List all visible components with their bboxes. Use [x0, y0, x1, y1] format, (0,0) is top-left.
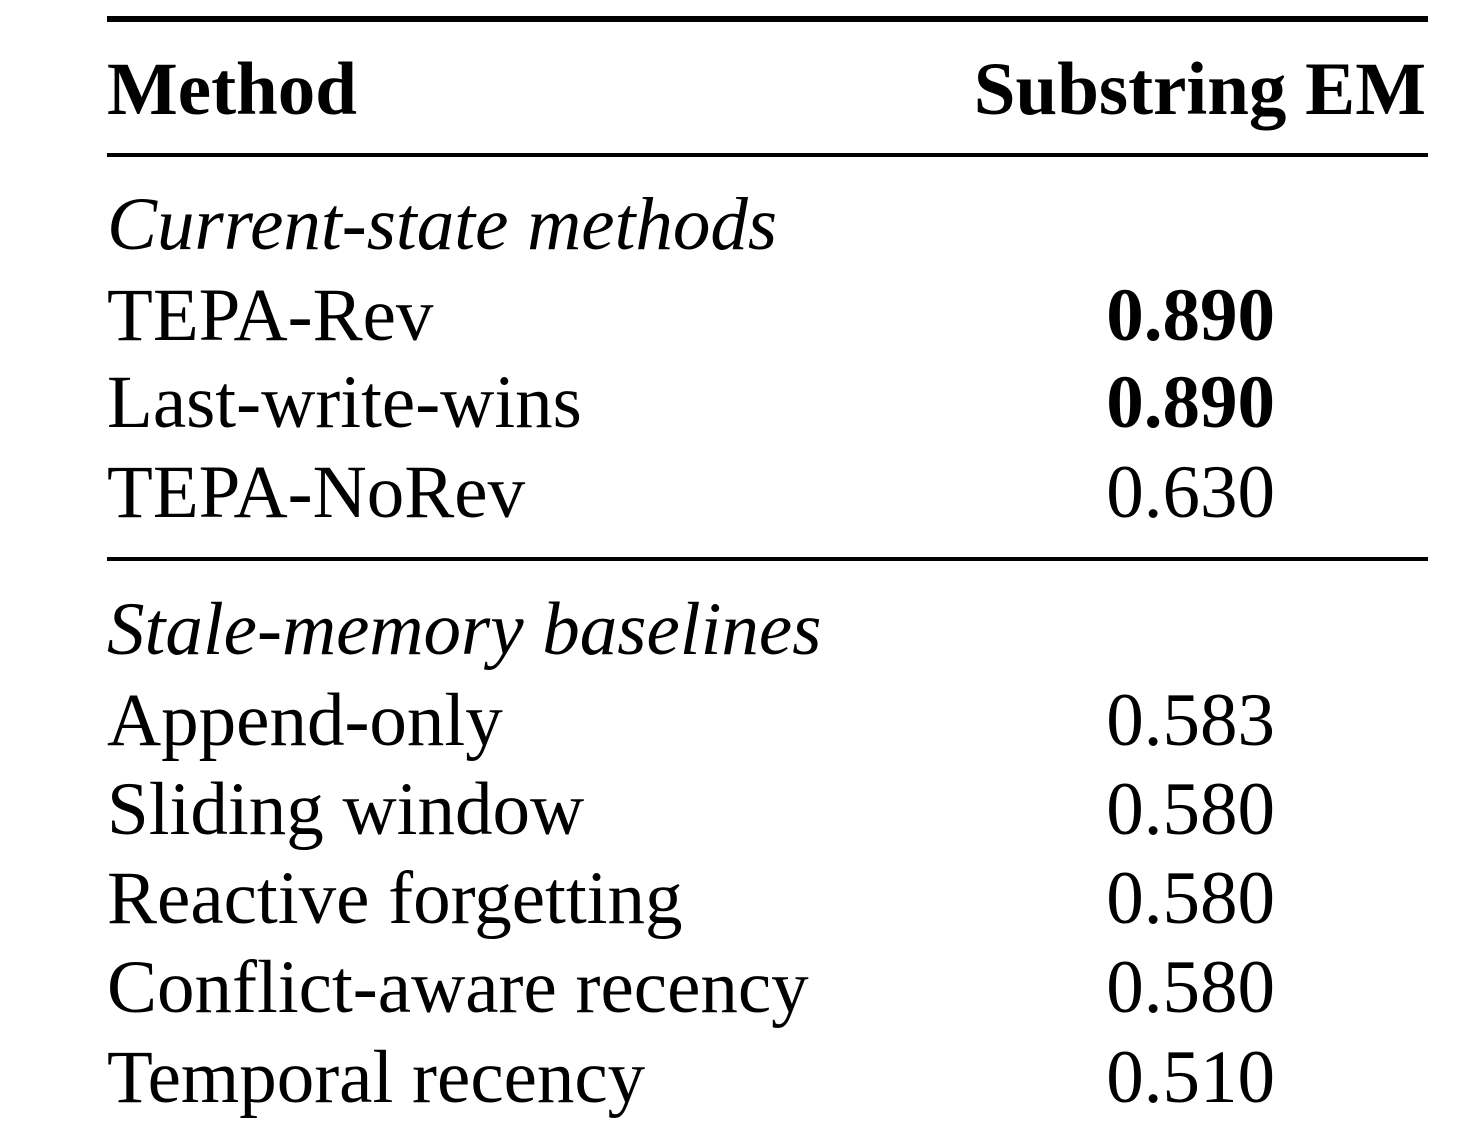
- top-rule: [107, 16, 1428, 22]
- table-row-method: Last-write-wins: [107, 361, 582, 444]
- table-row-score: 0.890: [1106, 274, 1275, 357]
- table-row-method: TEPA-Rev: [107, 274, 434, 357]
- table-row-score: 0.630: [1106, 451, 1275, 534]
- header-score: Substring EM: [973, 48, 1426, 131]
- section-rule: [107, 557, 1428, 561]
- table-row-method: Append-only: [107, 679, 503, 762]
- table-row-method: Sliding window: [107, 768, 585, 851]
- table-row-method: Conflict-aware recency: [107, 946, 809, 1029]
- header-rule: [107, 153, 1428, 157]
- section-title-stale: Stale-memory baselines: [107, 588, 822, 671]
- table-row-score: 0.580: [1106, 857, 1275, 940]
- table-row-method: Reactive forgetting: [107, 857, 683, 940]
- table-row-score: 0.510: [1106, 1036, 1275, 1119]
- table-row-score: 0.580: [1106, 946, 1275, 1029]
- table-row-method: Temporal recency: [107, 1036, 646, 1119]
- section-title-current: Current-state methods: [107, 183, 778, 266]
- table-row-method: TEPA-NoRev: [107, 451, 526, 534]
- table-row-score: 0.583: [1106, 679, 1275, 762]
- header-method: Method: [107, 48, 357, 131]
- table-row-score: 0.890: [1106, 361, 1275, 444]
- table-row-score: 0.580: [1106, 768, 1275, 851]
